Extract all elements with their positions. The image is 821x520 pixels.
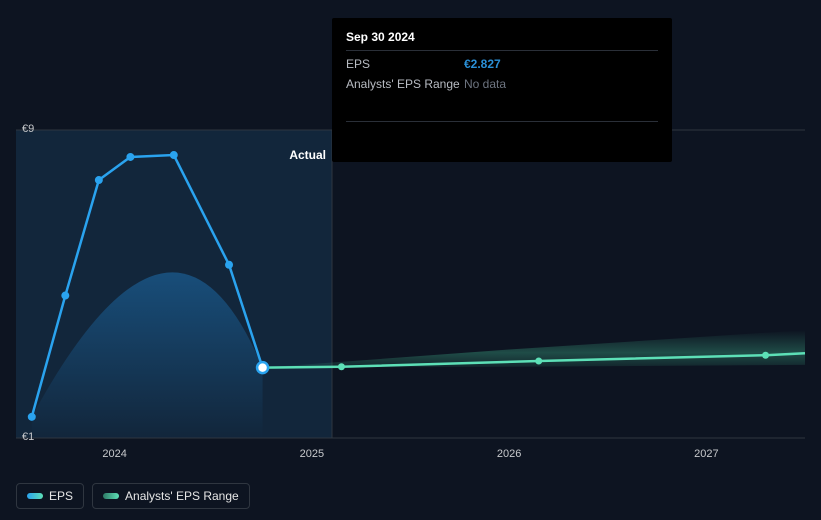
y-axis-label: €9 bbox=[22, 123, 34, 135]
legend-label: Analysts' EPS Range bbox=[125, 489, 239, 503]
tooltip-row: EPS€2.827 bbox=[346, 51, 658, 71]
region-label-actual: Actual bbox=[289, 148, 326, 162]
tooltip-value: No data bbox=[464, 77, 506, 91]
tooltip-date: Sep 30 2024 bbox=[346, 30, 658, 51]
tooltip-value: €2.827 bbox=[464, 57, 501, 71]
x-axis-label: 2026 bbox=[497, 448, 521, 460]
legend-item[interactable]: Analysts' EPS Range bbox=[92, 483, 250, 509]
x-axis-label: 2027 bbox=[694, 448, 718, 460]
x-axis-label: 2024 bbox=[102, 448, 126, 460]
y-axis-label: €1 bbox=[22, 431, 34, 443]
tooltip-key: Analysts' EPS Range bbox=[346, 77, 464, 91]
chart-tooltip: Sep 30 2024 EPS€2.827Analysts' EPS Range… bbox=[332, 18, 672, 162]
legend-swatch-icon bbox=[103, 493, 119, 499]
legend-swatch-icon bbox=[27, 493, 43, 499]
chart-legend: EPS Analysts' EPS Range bbox=[16, 483, 250, 509]
x-axis-label: 2025 bbox=[300, 448, 324, 460]
legend-item[interactable]: EPS bbox=[16, 483, 84, 509]
tooltip-key: EPS bbox=[346, 57, 464, 71]
tooltip-row: Analysts' EPS RangeNo data bbox=[346, 71, 658, 91]
legend-label: EPS bbox=[49, 489, 73, 503]
eps-chart: €1€9 2024202520262027 Actual Analysts Fo… bbox=[0, 0, 821, 520]
